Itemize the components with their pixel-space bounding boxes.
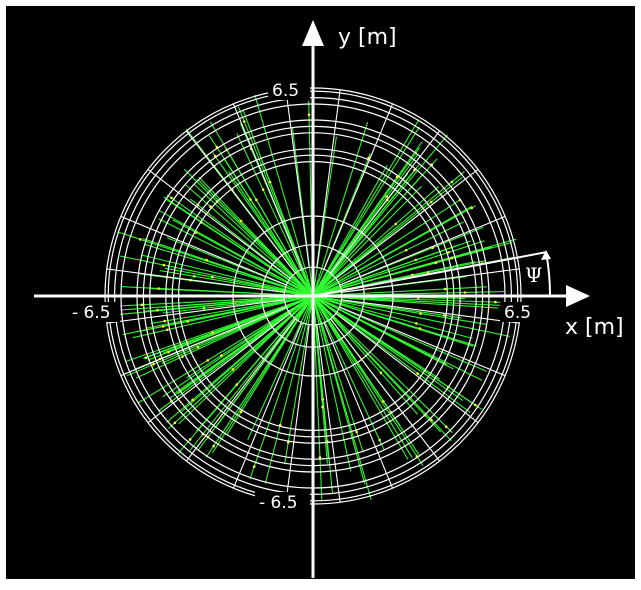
hit-dot [174,422,177,425]
hit-dot [464,291,467,294]
hit-dot [471,207,474,210]
hit-dot [191,399,194,402]
hit-dot [162,325,165,328]
hit-dot [385,195,388,198]
hit-dot [435,262,438,265]
hit-dot [141,304,144,307]
hit-dot [220,354,223,357]
hit-dot [211,331,214,334]
hit-dot [321,406,324,409]
hit-dot [235,383,238,386]
x-axis-label: x [m] [565,315,624,340]
hit-dot [430,201,433,204]
hit-dot [269,181,272,184]
hit-dot [444,288,447,291]
hit-dot [167,351,170,354]
hit-dot [411,274,414,277]
hit-dot [474,404,477,407]
hit-dot [322,398,325,401]
hit-dot [355,431,358,434]
hit-dot [203,307,206,310]
hit-dot [139,238,142,241]
hit-dot [158,287,161,290]
hit-dot [181,355,184,358]
hit-dot [382,400,385,403]
hit-dot [189,438,192,441]
hit-dot [308,114,311,117]
hit-dot [163,264,166,267]
hit-dot [415,259,418,262]
hit-dot [193,275,196,278]
hit-dot [240,411,243,414]
hit-dot [243,120,246,123]
hit-dot [253,465,256,468]
x-tick-negative: - 6.5 [72,303,111,323]
hit-dot [419,312,422,315]
hit-dot [378,439,381,442]
psi-angle-label: Ψ [525,263,543,287]
hit-dot [415,322,418,325]
hit-dot [451,181,454,184]
hit-dot [205,259,208,262]
hit-dot [249,198,252,201]
hit-dot [212,445,215,448]
hit-dot [145,357,148,360]
hit-dot [232,368,235,371]
hit-dot [166,329,169,332]
hit-dot [152,363,155,366]
hit-dot [170,197,173,200]
x-tick-positive: 6.5 [504,303,531,323]
hit-dot [319,456,322,459]
y-tick-positive: 6.5 [272,81,299,101]
hit-dot [197,346,200,349]
hit-dot [206,359,209,362]
y-axis-label: y [m] [338,25,397,50]
hit-dot [419,327,422,330]
hit-dot [445,425,448,428]
hit-dot [211,276,214,279]
hit-dot [394,223,397,226]
hit-dot [450,257,453,260]
hit-dot [380,372,383,375]
hit-dot [494,301,497,304]
hit-dot [156,309,159,312]
hit-dot [416,372,419,375]
hit-dot [163,320,166,323]
y-tick-negative: - 6.5 [259,493,298,513]
hit-dot [240,220,243,223]
hit-dot [255,199,258,202]
hit-dot [405,249,408,252]
hit-dot [187,320,190,323]
hit-dot [262,188,265,191]
